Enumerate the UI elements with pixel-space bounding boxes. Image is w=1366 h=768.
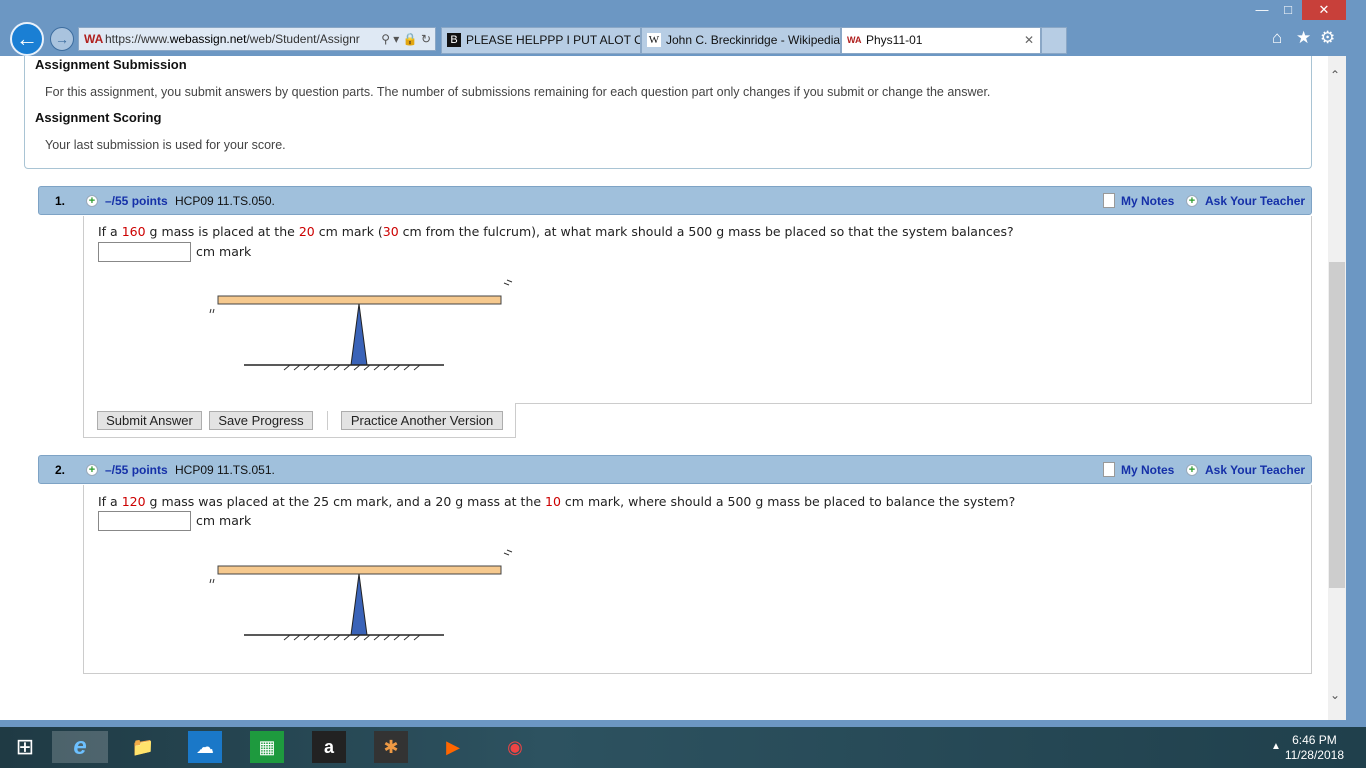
- scoring-heading: Assignment Scoring: [35, 110, 162, 125]
- ask-your-teacher-link[interactable]: Ask Your Teacher: [1205, 463, 1306, 477]
- text: g mass was placed at the 25 cm mark, and…: [145, 494, 546, 509]
- expand-plus-icon[interactable]: +: [86, 195, 98, 207]
- new-tab-button[interactable]: [1041, 27, 1067, 54]
- clock[interactable]: 6:46 PM 11/28/2018: [1285, 733, 1344, 763]
- window-border: [1346, 56, 1366, 727]
- chrome-icon[interactable]: ◉: [507, 737, 523, 757]
- text: g mass is placed at the: [145, 224, 299, 239]
- scroll-down-icon[interactable]: ⌄: [1330, 688, 1341, 702]
- tab-brainly[interactable]: B PLEASE HELPPP I PUT ALOT O...: [441, 27, 641, 54]
- question-code: HCP09 11.TS.050.: [175, 194, 275, 208]
- submit-answer-button[interactable]: Submit Answer: [97, 411, 202, 430]
- favorites-star-icon[interactable]: ★: [1296, 28, 1312, 47]
- practice-another-version-button[interactable]: Practice Another Version: [341, 411, 503, 430]
- notes-icon: [1103, 193, 1115, 208]
- question-2-header: 2. + –/55 points HCP09 11.TS.051. My Not…: [38, 455, 1312, 484]
- question-text: If a 160 g mass is placed at the 20 cm m…: [98, 224, 1014, 239]
- amazon-icon[interactable]: a: [312, 731, 346, 763]
- my-notes-link[interactable]: My Notes: [1121, 463, 1175, 477]
- home-icon[interactable]: ⌂: [1272, 28, 1283, 47]
- url-path: /web/Student/Assignr: [246, 32, 360, 46]
- onedrive-icon[interactable]: ☁: [188, 731, 222, 763]
- file-explorer-icon[interactable]: 📁: [131, 737, 155, 757]
- text: cm mark (: [314, 224, 383, 239]
- taskbar: ⊞ e 📁 ☁ ▦ a ✱ ▶ ◉ ▲ 6:46 PM 11/28/2018: [0, 727, 1366, 768]
- notes-icon: [1103, 462, 1115, 477]
- url-scheme: https://www.: [105, 32, 170, 46]
- minimize-icon[interactable]: —: [1255, 2, 1269, 17]
- tab-label: John C. Breckinridge - Wikipedia: [666, 33, 841, 47]
- my-notes-link[interactable]: My Notes: [1121, 194, 1175, 208]
- webassign-favicon: WA: [847, 35, 862, 45]
- puzzle-app-icon[interactable]: ✱: [374, 731, 408, 763]
- time: 6:46 PM: [1292, 733, 1337, 747]
- seesaw-diagram: [209, 279, 513, 371]
- gear-icon[interactable]: ⚙: [1320, 28, 1336, 47]
- text: cm from the fulcrum), at what mark shoul…: [398, 224, 1014, 239]
- webassign-favicon: WA: [84, 32, 104, 46]
- question-1-actions: Submit Answer Save Progress Practice Ano…: [83, 403, 516, 438]
- window-border: [0, 720, 1366, 727]
- save-progress-button[interactable]: Save Progress: [209, 411, 313, 430]
- submission-heading: Assignment Submission: [35, 57, 187, 72]
- divider: [327, 411, 328, 430]
- question-code: HCP09 11.TS.051.: [175, 463, 275, 477]
- question-number: 2.: [55, 463, 66, 477]
- wikipedia-favicon: W: [647, 33, 661, 47]
- points: –/55 points: [105, 194, 168, 208]
- question-text: If a 120 g mass was placed at the 25 cm …: [98, 494, 1015, 509]
- scoring-text: Your last submission is used for your sc…: [45, 138, 286, 152]
- value: 160: [121, 224, 146, 239]
- browser-chrome: ← → WA https://www.webassign.net/web/Stu…: [0, 0, 1366, 56]
- back-button[interactable]: ←: [10, 22, 44, 56]
- date: 11/28/2018: [1284, 748, 1344, 762]
- brainly-favicon: B: [447, 33, 461, 47]
- tab-label: PLEASE HELPPP I PUT ALOT O...: [466, 33, 641, 47]
- scrollbar-thumb[interactable]: [1329, 262, 1345, 588]
- address-bar[interactable]: WA https://www.webassign.net/web/Student…: [78, 27, 436, 51]
- store-icon[interactable]: ▦: [250, 731, 284, 763]
- internet-explorer-icon[interactable]: e: [52, 731, 108, 763]
- tab-wikipedia[interactable]: W John C. Breckinridge - Wikipedia: [641, 27, 841, 54]
- ask-your-teacher-link[interactable]: Ask Your Teacher: [1205, 194, 1306, 208]
- url-host: webassign.net: [169, 32, 247, 46]
- value: 30: [382, 224, 399, 239]
- unit-label: cm mark: [196, 244, 252, 259]
- page-content: Assignment Submission For this assignmen…: [0, 56, 1328, 720]
- tab-phys11[interactable]: WA Phys11-01 ✕: [841, 27, 1041, 54]
- value: 10: [545, 494, 561, 509]
- plus-icon: +: [1186, 464, 1198, 476]
- close-window-icon[interactable]: ✕: [1302, 0, 1346, 20]
- address-bar-icons[interactable]: ⚲ ▾ 🔒 ↻: [381, 32, 431, 46]
- close-tab-icon[interactable]: ✕: [1023, 33, 1034, 47]
- text: If a: [98, 494, 122, 509]
- question-2-body: If a 120 g mass was placed at the 25 cm …: [83, 485, 1312, 674]
- value: 120: [121, 494, 146, 509]
- tab-label: Phys11-01: [866, 33, 923, 47]
- assignment-info-box: Assignment Submission For this assignmen…: [24, 56, 1312, 169]
- media-player-icon[interactable]: ▶: [446, 737, 460, 757]
- windows-start-icon[interactable]: ⊞: [15, 734, 35, 759]
- question-1-body: If a 160 g mass is placed at the 20 cm m…: [83, 216, 1312, 404]
- answer-input[interactable]: [98, 511, 191, 531]
- show-hidden-icons-icon[interactable]: ▲: [1271, 741, 1281, 752]
- question-1-header: 1. + –/55 points HCP09 11.TS.050. My Not…: [38, 186, 1312, 215]
- scroll-up-icon[interactable]: ⌃: [1330, 68, 1341, 82]
- question-number: 1.: [55, 194, 66, 208]
- expand-plus-icon[interactable]: +: [86, 464, 98, 476]
- seesaw-diagram: [209, 549, 513, 641]
- forward-button[interactable]: →: [50, 27, 74, 51]
- submission-text: For this assignment, you submit answers …: [45, 85, 991, 99]
- value: 20: [298, 224, 315, 239]
- maximize-icon[interactable]: □: [1284, 2, 1292, 17]
- unit-label: cm mark: [196, 513, 252, 528]
- plus-icon: +: [1186, 195, 1198, 207]
- text: If a: [98, 224, 122, 239]
- text: cm mark, where should a 500 g mass be pl…: [560, 494, 1016, 509]
- answer-input[interactable]: [98, 242, 191, 262]
- points: –/55 points: [105, 463, 168, 477]
